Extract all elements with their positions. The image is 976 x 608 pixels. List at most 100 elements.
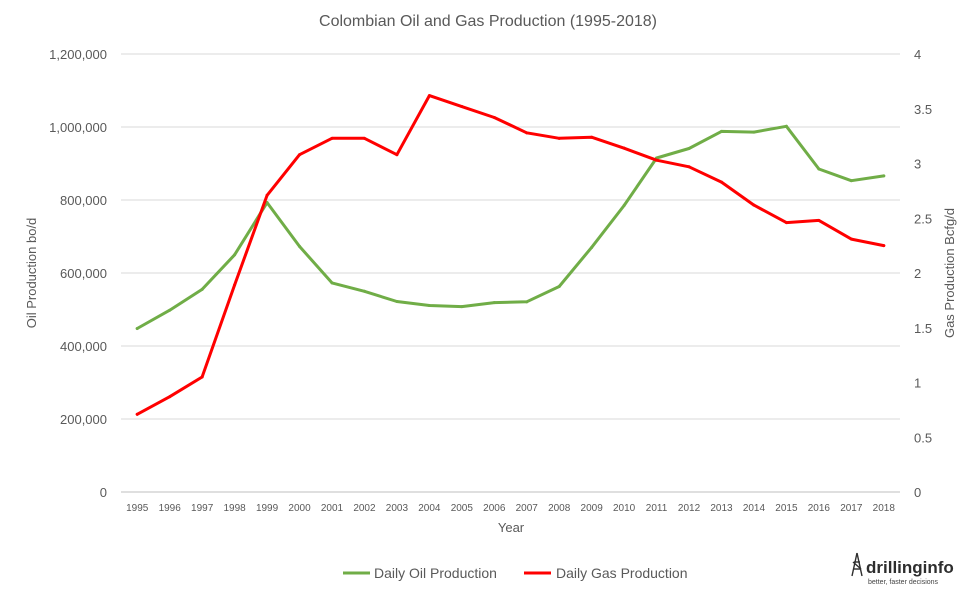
y-tick-right: 3.5 [914, 102, 932, 117]
data-point-gas [817, 218, 821, 222]
x-tick: 2002 [353, 503, 376, 514]
data-point-oil [427, 303, 431, 307]
gridlines [121, 53, 900, 493]
legend-label-oil: Daily Oil Production [374, 565, 497, 581]
derrick-icon [851, 552, 863, 577]
y-tick-left: 1,200,000 [49, 47, 107, 62]
data-point-gas [590, 135, 594, 139]
x-tick: 2014 [743, 503, 766, 514]
series-line-gas [135, 94, 886, 416]
x-tick: 2006 [483, 503, 506, 514]
y-tick-left: 0 [100, 485, 107, 500]
data-point-oil [622, 203, 626, 207]
x-tick: 2016 [808, 503, 831, 514]
data-point-oil [590, 245, 594, 249]
series-lines [135, 94, 886, 416]
y-tick-left: 1,000,000 [49, 120, 107, 135]
data-point-gas [200, 375, 204, 379]
logo-tagline: better, faster decisions [868, 579, 939, 586]
y-tick-right: 0.5 [914, 430, 932, 445]
data-point-gas [135, 412, 139, 416]
y-tick-right: 4 [914, 47, 921, 62]
y-tick-right: 2 [914, 266, 921, 281]
series-line-oil [135, 124, 886, 330]
x-tick: 1995 [126, 503, 149, 514]
data-point-gas [557, 136, 561, 140]
x-tick: 2007 [516, 503, 539, 514]
x-tick: 2003 [386, 503, 409, 514]
y-tick-left: 600,000 [60, 266, 107, 281]
data-point-oil [135, 326, 139, 330]
y-tick-right: 3 [914, 157, 921, 172]
x-tick: 2004 [418, 503, 441, 514]
data-point-oil [849, 179, 853, 183]
data-point-oil [687, 147, 691, 151]
data-point-gas [525, 131, 529, 135]
data-point-gas [882, 244, 886, 248]
x-tick: 2015 [775, 503, 798, 514]
data-point-gas [395, 153, 399, 157]
legend-label-gas: Daily Gas Production [556, 565, 688, 581]
data-point-gas [687, 165, 691, 169]
x-tick: 2008 [548, 503, 571, 514]
x-tick: 2001 [321, 503, 344, 514]
data-point-gas [265, 193, 269, 197]
data-point-gas [622, 146, 626, 150]
data-point-gas [784, 221, 788, 225]
data-point-oil [233, 253, 237, 257]
right-axis-ticks: 0 0.5 1 1.5 2 2.5 3 3.5 4 [914, 47, 932, 500]
logo-brand: drillinginfo [866, 558, 954, 577]
x-tick: 1997 [191, 503, 214, 514]
data-point-gas [492, 116, 496, 120]
x-tick: 1999 [256, 503, 279, 514]
y-tick-right: 1.5 [914, 321, 932, 336]
chart-title: Colombian Oil and Gas Production (1995-2… [319, 13, 657, 30]
data-point-oil [492, 301, 496, 305]
data-point-gas [168, 395, 172, 399]
x-tick: 1998 [223, 503, 246, 514]
data-point-oil [395, 299, 399, 303]
data-point-oil [557, 285, 561, 289]
x-tick: 2010 [613, 503, 636, 514]
y-tick-right: 1 [914, 376, 921, 391]
x-axis-ticks: 1995 1996 1997 1998 1999 2000 2001 2002 2003 2004… [126, 503, 895, 514]
y-tick-left: 400,000 [60, 339, 107, 354]
y-tick-right: 2.5 [914, 211, 932, 226]
drillinginfo-logo: drillinginfo better, faster decisions [851, 552, 954, 586]
data-point-gas [330, 136, 334, 140]
data-point-gas [233, 283, 237, 287]
x-tick: 2013 [710, 503, 733, 514]
data-point-gas [298, 153, 302, 157]
data-point-oil [200, 287, 204, 291]
x-tick: 2018 [873, 503, 896, 514]
y-axis-left-label: Oil Production bo/d [24, 218, 39, 329]
y-tick-left: 800,000 [60, 193, 107, 208]
data-point-oil [330, 281, 334, 285]
data-point-gas [719, 180, 723, 184]
x-tick: 1996 [159, 503, 182, 514]
data-point-gas [752, 203, 756, 207]
data-point-gas [460, 105, 464, 109]
data-point-gas [655, 158, 659, 162]
data-point-gas [427, 94, 431, 98]
x-tick: 2017 [840, 503, 863, 514]
data-point-oil [817, 167, 821, 171]
x-tick: 2005 [451, 503, 474, 514]
data-point-oil [168, 308, 172, 312]
data-point-oil [882, 174, 886, 178]
x-tick: 2009 [581, 503, 604, 514]
data-point-gas [849, 237, 853, 241]
data-point-oil [719, 129, 723, 133]
data-point-oil [298, 244, 302, 248]
x-tick: 2012 [678, 503, 701, 514]
data-point-oil [460, 305, 464, 309]
data-point-oil [784, 124, 788, 128]
x-tick: 2011 [646, 503, 668, 514]
y-tick-left: 200,000 [60, 412, 107, 427]
x-axis-label: Year [498, 520, 525, 535]
legend: Daily Oil Production Daily Gas Productio… [343, 565, 688, 581]
y-tick-right: 0 [914, 485, 921, 500]
data-point-oil [525, 300, 529, 304]
y-axis-right-label: Gas Production Bcfg/d [942, 208, 957, 338]
